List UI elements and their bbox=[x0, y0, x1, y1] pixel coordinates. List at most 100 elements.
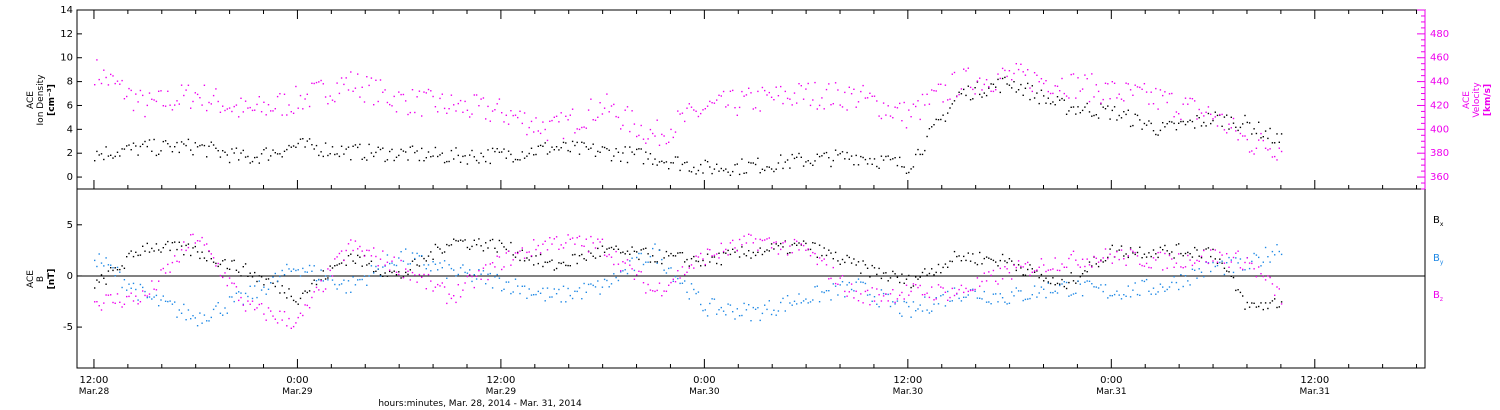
density-point bbox=[608, 149, 610, 151]
legend-bz-label: B bbox=[1433, 290, 1440, 301]
by-point bbox=[601, 286, 604, 288]
velocity-point bbox=[142, 94, 144, 97]
bz-point bbox=[521, 247, 523, 249]
velocity-point bbox=[512, 114, 514, 117]
bx-point bbox=[1072, 280, 1075, 282]
bx-point bbox=[196, 251, 199, 253]
density-point bbox=[697, 169, 700, 172]
bx-point bbox=[347, 255, 350, 257]
density-point bbox=[690, 171, 693, 173]
bx-point bbox=[1258, 305, 1260, 308]
velocity-point bbox=[734, 107, 736, 109]
velocity-point bbox=[878, 115, 880, 117]
velocity-point bbox=[594, 119, 597, 121]
density-point bbox=[190, 149, 192, 151]
bz-point bbox=[720, 242, 722, 245]
bz-point bbox=[649, 289, 652, 291]
by-point bbox=[226, 312, 228, 314]
density-point bbox=[736, 163, 738, 165]
velocity-point bbox=[1104, 82, 1107, 84]
by-point bbox=[551, 296, 553, 298]
density-point bbox=[686, 161, 688, 163]
bx-point bbox=[510, 241, 512, 244]
bz-point bbox=[1033, 270, 1036, 272]
bz-point bbox=[869, 304, 871, 306]
velocity-point bbox=[480, 98, 482, 100]
velocity-point bbox=[702, 109, 704, 111]
density-point bbox=[192, 154, 194, 156]
by-point bbox=[720, 306, 722, 309]
bx-point bbox=[350, 253, 352, 255]
velocity-point bbox=[240, 97, 242, 99]
bz-point bbox=[805, 249, 807, 251]
x-tick-label-date: Mar.29 bbox=[282, 387, 313, 397]
by-point bbox=[972, 288, 974, 290]
bz-point bbox=[901, 291, 903, 294]
bx-point bbox=[622, 251, 624, 253]
velocity-point bbox=[132, 109, 135, 112]
bx-point bbox=[178, 241, 180, 243]
by-point bbox=[114, 275, 116, 277]
velocity-point bbox=[965, 70, 967, 72]
density-point bbox=[1093, 114, 1095, 117]
density-point bbox=[745, 172, 748, 174]
density-point bbox=[347, 146, 350, 148]
bx-point bbox=[620, 252, 622, 254]
bz-point bbox=[800, 243, 802, 245]
bx-point bbox=[937, 263, 940, 266]
bx-point bbox=[338, 263, 341, 265]
bx-point bbox=[921, 271, 924, 274]
bz-point bbox=[176, 260, 178, 262]
bz-point bbox=[1244, 261, 1246, 264]
bz-point bbox=[848, 291, 850, 293]
density-point bbox=[565, 142, 567, 144]
velocity-point bbox=[1102, 98, 1104, 101]
velocity-point bbox=[322, 83, 324, 85]
bx-point bbox=[1232, 276, 1235, 279]
velocity-point bbox=[638, 134, 640, 137]
velocity-point bbox=[251, 109, 254, 112]
velocity-point bbox=[1017, 68, 1020, 71]
bz-point bbox=[988, 271, 990, 273]
density-point bbox=[311, 144, 313, 146]
bx-point bbox=[585, 259, 587, 261]
bz-point bbox=[123, 303, 126, 305]
velocity-point bbox=[642, 138, 645, 140]
density-point bbox=[526, 155, 528, 157]
bx-point bbox=[1159, 246, 1162, 249]
velocity-point bbox=[1150, 91, 1152, 93]
density-point bbox=[1129, 125, 1132, 128]
density-point bbox=[908, 171, 910, 174]
bz-point bbox=[864, 290, 867, 293]
by-point bbox=[1011, 291, 1013, 293]
by-point bbox=[199, 312, 201, 314]
velocity-point bbox=[1166, 101, 1168, 104]
bx-point bbox=[146, 242, 148, 245]
velocity-point bbox=[885, 114, 887, 116]
bx-point bbox=[434, 243, 437, 246]
bx-point bbox=[594, 257, 597, 259]
bx-point bbox=[233, 259, 235, 262]
by-point bbox=[642, 263, 645, 266]
density-point bbox=[834, 149, 837, 151]
bx-point bbox=[857, 261, 860, 263]
density-point bbox=[983, 92, 985, 94]
bz-point bbox=[311, 296, 313, 299]
bx-point bbox=[981, 263, 983, 265]
bx-point bbox=[1059, 283, 1061, 285]
velocity-point bbox=[1027, 69, 1029, 71]
density-tick-label: 14 bbox=[60, 5, 73, 16]
by-point bbox=[411, 252, 414, 254]
bz-point bbox=[576, 237, 578, 239]
by-point bbox=[1079, 283, 1081, 285]
by-point bbox=[997, 301, 999, 303]
density-point bbox=[1212, 119, 1214, 122]
velocity-point bbox=[693, 109, 695, 111]
bz-point bbox=[1150, 267, 1152, 269]
velocity-point bbox=[748, 87, 750, 89]
density-point bbox=[620, 160, 622, 162]
density-axis-label-2: Ion Density bbox=[36, 74, 46, 126]
bz-point bbox=[839, 277, 841, 279]
velocity-point bbox=[963, 68, 965, 70]
bz-point bbox=[985, 280, 988, 282]
